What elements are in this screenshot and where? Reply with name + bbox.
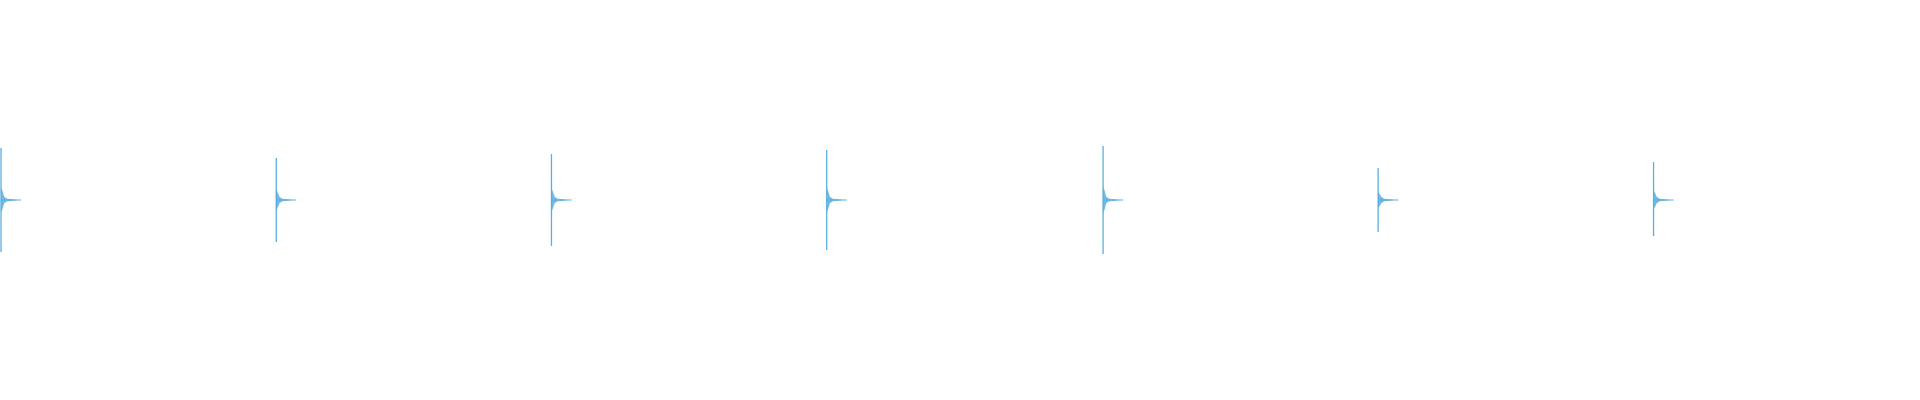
waveform [0, 146, 1674, 254]
page: {"chart_data": {"type": "waveform", "col… [0, 146, 1674, 254]
